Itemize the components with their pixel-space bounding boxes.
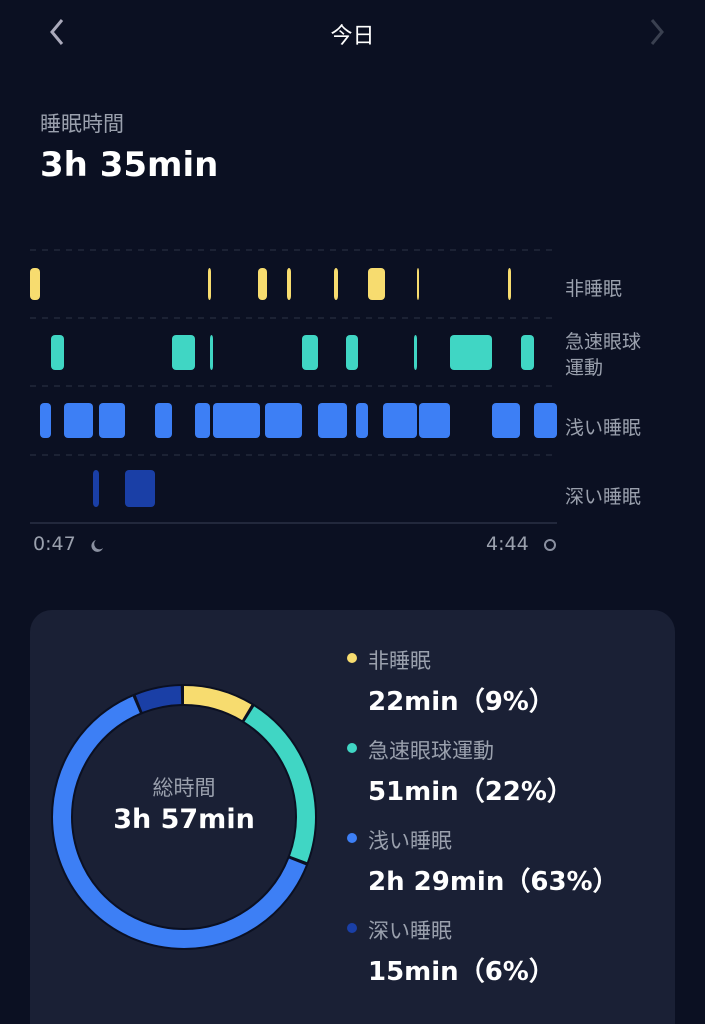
stage-block bbox=[99, 403, 125, 438]
legend-value: 51min（22%） bbox=[368, 777, 573, 807]
stage-block bbox=[356, 403, 368, 438]
legend-dot bbox=[347, 653, 357, 663]
stage-block bbox=[195, 403, 210, 438]
stage-block bbox=[51, 335, 64, 370]
stage-block bbox=[450, 335, 492, 370]
legend-dot bbox=[347, 923, 357, 933]
donut-segment bbox=[53, 686, 315, 948]
stage-block bbox=[172, 335, 195, 370]
stage-block bbox=[40, 403, 51, 438]
donut-segment bbox=[53, 686, 315, 948]
page-title: 今日 bbox=[330, 24, 375, 49]
stage-block bbox=[419, 403, 450, 438]
legend-value: 22min（9%） bbox=[368, 687, 555, 717]
stage-grid bbox=[30, 249, 557, 456]
stage-block bbox=[383, 403, 417, 438]
stage-label: 浅い睡眠 bbox=[565, 417, 642, 439]
stage-block bbox=[534, 403, 557, 438]
legend-name: 急速眼球運動 bbox=[368, 739, 494, 763]
stage-block bbox=[155, 403, 172, 438]
stage-block bbox=[368, 268, 385, 300]
legend-value: 15min（6%） bbox=[368, 957, 555, 987]
hypnogram bbox=[30, 268, 557, 507]
stage-label: 急速眼球運動 bbox=[565, 331, 642, 379]
stage-block bbox=[414, 335, 417, 370]
stage-label: 非睡眠 bbox=[565, 278, 623, 300]
legend-value: 2h 29min（63%） bbox=[368, 867, 619, 897]
stage-block bbox=[93, 470, 99, 507]
stage-block bbox=[258, 268, 267, 300]
legend-name: 深い睡眠 bbox=[368, 919, 452, 943]
stage-block bbox=[492, 403, 520, 438]
legend-name: 浅い睡眠 bbox=[368, 829, 452, 853]
stage-block bbox=[318, 403, 347, 438]
summary-value: 3h 35min bbox=[40, 145, 219, 185]
legend-dot bbox=[347, 833, 357, 843]
stage-block bbox=[208, 268, 211, 300]
stage-block bbox=[64, 403, 93, 438]
back-button[interactable] bbox=[50, 19, 64, 45]
stage-block bbox=[287, 268, 291, 300]
stage-block bbox=[508, 268, 511, 300]
summary-card bbox=[30, 610, 675, 1024]
start-time: 0:47 bbox=[33, 533, 76, 555]
stage-block bbox=[521, 335, 534, 370]
summary-label: 睡眠時間 bbox=[40, 112, 124, 136]
stage-block bbox=[334, 268, 338, 300]
stage-label: 深い睡眠 bbox=[565, 486, 642, 508]
stage-block bbox=[213, 403, 260, 438]
legend-name: 非睡眠 bbox=[368, 649, 431, 673]
donut-segment bbox=[53, 686, 315, 948]
alarm-icon bbox=[544, 539, 556, 551]
stage-block bbox=[302, 335, 318, 370]
donut bbox=[51, 684, 317, 950]
donut-label: 総時間 bbox=[152, 776, 216, 800]
stage-block bbox=[125, 470, 155, 507]
stage-block bbox=[417, 268, 419, 300]
next-button[interactable] bbox=[650, 19, 664, 45]
stage-block bbox=[265, 403, 302, 438]
legend-dot bbox=[347, 743, 357, 753]
stage-block bbox=[346, 335, 358, 370]
donut-value: 3h 57min bbox=[113, 804, 255, 835]
moon-icon bbox=[91, 540, 103, 552]
stage-block bbox=[30, 268, 40, 300]
stage-block bbox=[210, 335, 213, 370]
end-time: 4:44 bbox=[486, 533, 529, 555]
